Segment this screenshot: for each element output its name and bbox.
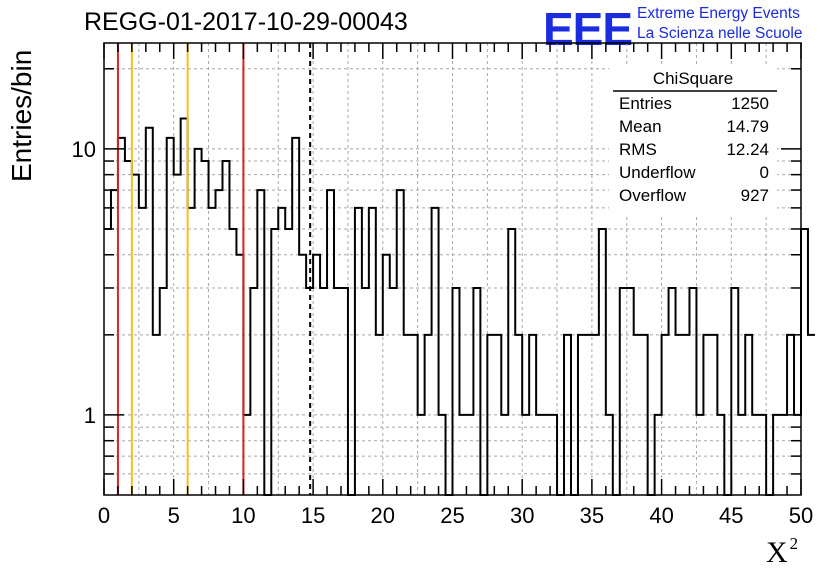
x-tick-label: 15: [301, 503, 325, 528]
x-tick-label: 10: [231, 503, 255, 528]
stats-value: 1250: [731, 94, 769, 113]
logo-line-2: La Scienza nelle Scuole: [637, 25, 803, 42]
stats-value: 927: [741, 186, 769, 205]
y-tick-label: 1: [84, 403, 96, 428]
eee-logo: EEE: [543, 3, 633, 55]
x-tick-label: 40: [649, 503, 673, 528]
stats-label: Entries: [619, 94, 672, 113]
logo-line-1: Extreme Energy Events: [637, 5, 800, 22]
x-tick-label: 35: [580, 503, 604, 528]
x-tick-label: 25: [440, 503, 464, 528]
x-tick-label: 5: [168, 503, 180, 528]
stats-value: 12.24: [726, 140, 769, 159]
y-tick-label: 10: [72, 137, 96, 162]
x-axis-label-sup: 2: [789, 534, 799, 553]
axis-ticks: 0 5 10 15 20 25 30 35 40 45 50 1 10: [72, 43, 813, 528]
x-tick-label: 50: [789, 503, 813, 528]
stats-label: Underflow: [619, 163, 696, 182]
x-tick-label: 20: [371, 503, 395, 528]
histogram-bars: [104, 117, 815, 496]
x-tick-label: 0: [98, 503, 110, 528]
logo-caption: Extreme Energy Events La Scienza nelle S…: [637, 4, 802, 44]
x-tick-label: 30: [510, 503, 534, 528]
stats-label: Overflow: [619, 186, 687, 205]
stats-title: ChiSquare: [653, 69, 733, 88]
marker-lines: [116, 43, 312, 495]
histogram-step-line: [104, 117, 815, 496]
chart-title: REGG-01-2017-10-29-00043: [84, 8, 408, 36]
stats-value: 14.79: [726, 117, 769, 136]
stats-value: 0: [760, 163, 769, 182]
stats-label: RMS: [619, 140, 657, 159]
stats-background: [609, 64, 777, 214]
x-axis-label-text: X: [766, 536, 788, 569]
stats-label: Mean: [619, 117, 662, 136]
stats-box: ChiSquare Entries 1250 Mean 14.79 RMS 12.24 Und…: [609, 64, 777, 214]
x-tick-label: 45: [719, 503, 743, 528]
